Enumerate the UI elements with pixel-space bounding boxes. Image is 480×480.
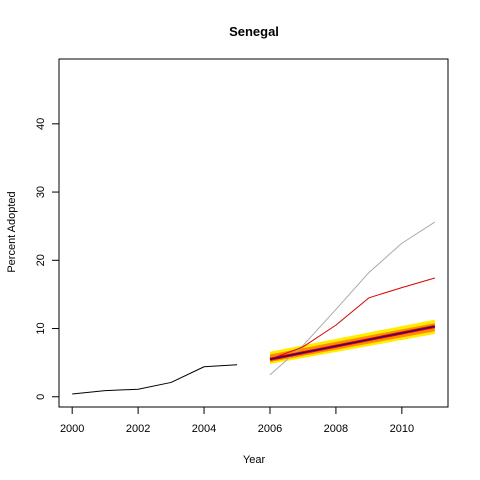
series-lines <box>72 221 436 395</box>
x-tick-label: 2002 <box>126 423 150 435</box>
x-axis-label: Year <box>243 454 266 466</box>
series-line-0 <box>72 364 238 395</box>
x-tick-label: 2010 <box>390 423 414 435</box>
series-line-1 <box>269 221 436 376</box>
x-tick-label: 2000 <box>60 423 84 435</box>
y-tick-label: 30 <box>35 186 47 198</box>
x-tick-label: 2004 <box>192 423 216 435</box>
y-tick-label: 10 <box>35 322 47 334</box>
y-tick-label: 40 <box>35 118 47 130</box>
y-axis: 0 10 20 30 40 <box>35 118 60 400</box>
y-tick-label: 0 <box>35 394 47 400</box>
y-axis-label: Percent Adopted <box>6 191 18 272</box>
series-line-4 <box>269 325 435 360</box>
chart-title: Senegal <box>229 24 279 39</box>
series-line-2 <box>269 277 435 360</box>
y-tick-label: 20 <box>35 254 47 266</box>
x-tick-label: 2008 <box>324 423 348 435</box>
x-axis: 2000 2002 2004 2006 2008 2010 <box>60 406 414 435</box>
x-tick-label: 2006 <box>258 423 282 435</box>
